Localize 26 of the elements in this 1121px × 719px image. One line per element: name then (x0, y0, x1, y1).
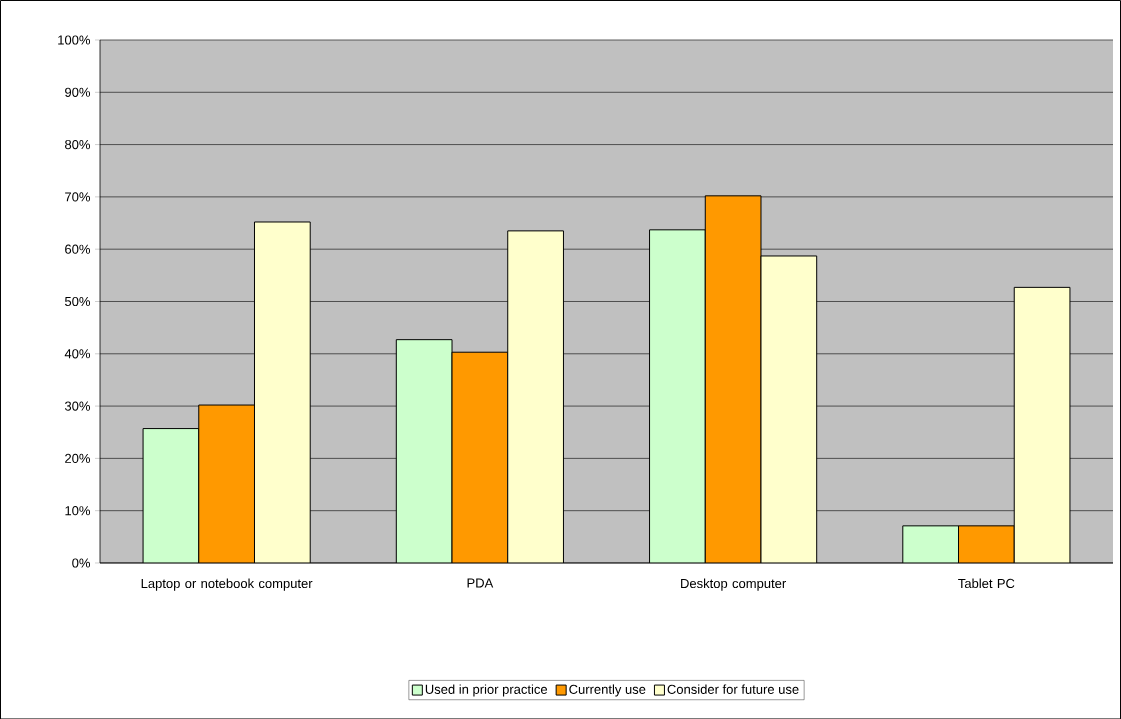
y-tick-label: 60% (65, 244, 91, 254)
bar (143, 428, 199, 563)
y-tick-label: 80% (65, 139, 91, 149)
y-tick-label: 50% (64, 296, 91, 306)
y-tick-label: 70% (65, 192, 91, 202)
bar (902, 525, 960, 563)
y-tick-label: 90% (65, 87, 91, 97)
bar (396, 339, 453, 563)
x-tick-label: Tablet PC (958, 578, 1015, 588)
x-tick-label: Desktop computer (681, 578, 786, 591)
bar (760, 255, 817, 563)
legend-label: Consider for future use (667, 684, 799, 694)
bar (254, 221, 311, 563)
y-tick-label: 100% (58, 35, 91, 45)
y-tick-label: 30% (64, 401, 91, 411)
y-tick-label: 0% (72, 558, 91, 568)
y-tick-label: 10% (65, 505, 91, 516)
x-tick-label: Laptop or notebook computer (141, 578, 313, 591)
bar (507, 230, 564, 563)
bar (649, 229, 706, 563)
x-tick-label: PDA (467, 578, 494, 588)
y-tick-label: 40% (64, 348, 91, 359)
legend-label: Currently use (569, 684, 646, 697)
bar (1013, 286, 1071, 563)
y-tick-label: 20% (65, 453, 91, 463)
legend-label: Used in prior practice (425, 684, 548, 697)
